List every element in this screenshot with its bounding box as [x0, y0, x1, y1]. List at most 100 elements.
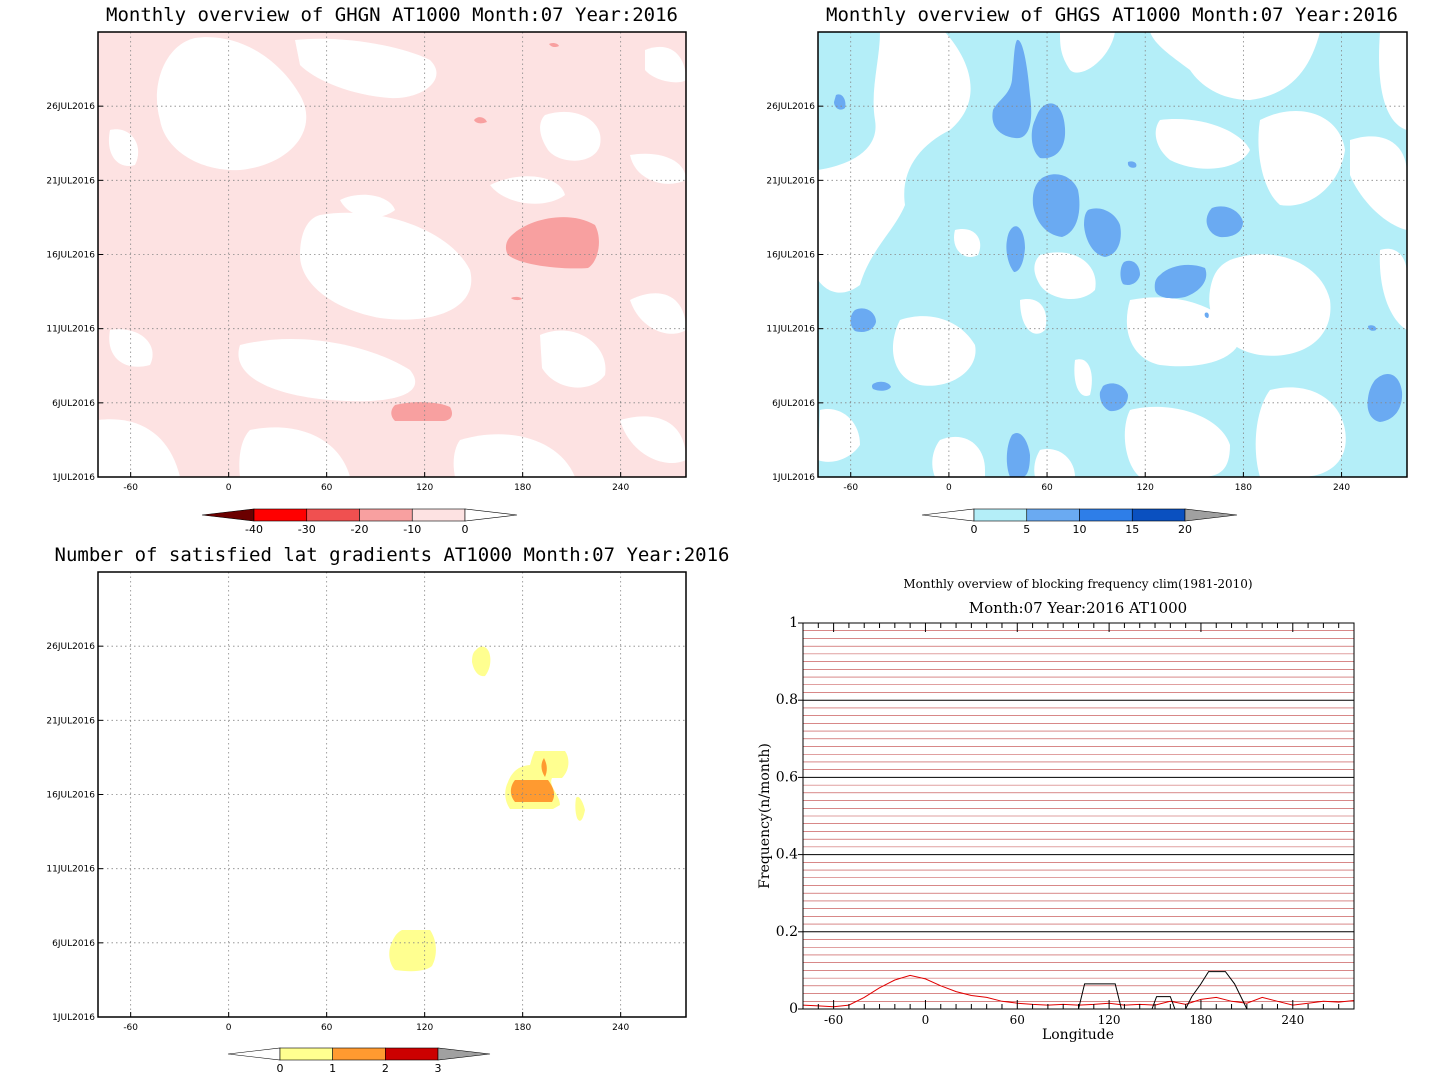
x-tick-label: 180: [514, 483, 531, 493]
ghgs-blue-blob: [1127, 161, 1137, 168]
colorbar-label: 20: [1178, 523, 1192, 536]
ghgn-white-region: [300, 212, 472, 320]
ghgs-white-region: [1255, 387, 1346, 477]
freq-x-tick-label: 180: [1189, 1013, 1212, 1027]
x-tick-label: 0: [226, 483, 232, 493]
freq-x-tick-label: 240: [1281, 1013, 1304, 1027]
ghgs-blue-blob: [1154, 264, 1207, 299]
ghgs-x-axis: -60 0 60 120 180 240: [843, 472, 1350, 493]
ghgs-white-region: [1155, 119, 1250, 169]
y-tick-label: 21JUL2016: [766, 176, 815, 186]
freq-axes: -60 0 60 120 180 240 0 0.2 0.4 0.6 0.8 1: [776, 615, 1355, 1027]
ghgs-white-region: [818, 409, 860, 462]
freq-y-label: Frequency(n/month): [757, 743, 773, 889]
colorbar-box: [253, 508, 308, 522]
ghgn-anomaly-blob: [391, 402, 452, 421]
grad-count-blob: [575, 796, 585, 821]
freq-y-tick-label: 0.2: [776, 924, 798, 940]
colorbar-box: [359, 508, 413, 522]
x-tick-label: 60: [1041, 483, 1053, 493]
grad-y-axis: 1JUL2016 6JUL2016 11JUL2016 16JUL2016 21JUL2…: [46, 642, 103, 1023]
freq-y-tick-label: 0.6: [776, 769, 798, 785]
ghgs-white-region: [1020, 299, 1047, 334]
ghgs-blue-blob: [1204, 312, 1209, 318]
colorbar-high-arrow: [464, 508, 518, 522]
freq-y-tick-label: 0.8: [776, 692, 798, 708]
freq-x-label: Longitude: [1042, 1027, 1114, 1043]
y-tick-label: 6JUL2016: [772, 399, 815, 409]
ghgn-panel: Monthly overview of GHGN AT1000 Month:07…: [46, 4, 687, 536]
freq-title: Month:07 Year:2016 AT1000: [969, 599, 1187, 617]
ghgn-white-region: [239, 427, 350, 477]
ghgn-title: Monthly overview of GHGN AT1000 Month:07…: [106, 4, 678, 26]
ghgn-x-axis: -60 0 60 120 180 240: [123, 472, 630, 493]
ghgs-white-region: [1350, 136, 1407, 230]
ghgs-blue-blob: [1032, 174, 1080, 237]
freq-y-tick-label: 0.4: [776, 847, 798, 863]
ghgs-gridlines: [818, 32, 1407, 477]
colorbar-box: [1026, 508, 1080, 522]
ghgs-white-region: [1124, 406, 1230, 477]
colorbar-label: -10: [403, 523, 421, 536]
ghgs-blue-blob: [1031, 103, 1066, 159]
colorbar-low-arrow: [201, 508, 255, 522]
ghgs-white-region: [1379, 248, 1407, 330]
ghgs-white-region: [1150, 32, 1320, 100]
colorbar-high-arrow: [1184, 508, 1238, 522]
ghgs-white-region: [818, 32, 971, 293]
grad-gridlines: [98, 572, 686, 1017]
ghgs-y-axis: 1JUL2016 6JUL2016 11JUL2016 16JUL2016 21JUL2…: [766, 102, 823, 483]
ghgn-white-region: [490, 176, 565, 204]
ghgs-title: Monthly overview of GHGS AT1000 Month:07…: [826, 4, 1398, 26]
ghgn-white-region: [156, 37, 307, 171]
freq-x-tick-label: 120: [1098, 1013, 1121, 1027]
ghgs-white-region: [932, 436, 985, 477]
colorbar-label: -40: [245, 523, 263, 536]
y-tick-label: 16JUL2016: [46, 791, 95, 801]
freq-suptitle: Monthly overview of blocking frequency c…: [903, 577, 1252, 591]
ghgs-blue-blob: [1099, 383, 1128, 412]
ghgn-anomaly-blob: [474, 117, 487, 124]
ghgn-colorbar: -40 -30 -20 -10 0: [201, 508, 518, 536]
y-tick-label: 16JUL2016: [766, 251, 815, 261]
grad-panel: Number of satisfied lat gradients AT1000…: [46, 544, 729, 1075]
freq-reference-lines: [803, 630, 1354, 1002]
x-tick-label: 60: [321, 483, 333, 493]
colorbar-label: -20: [351, 523, 369, 536]
freq-panel: Monthly overview of blocking frequency c…: [757, 577, 1355, 1043]
ghgs-blue-blob: [850, 308, 876, 332]
freq-x-tick-label: 60: [1010, 1013, 1025, 1027]
colorbar-box: [1131, 508, 1186, 522]
freq-y-tick-label: 0: [789, 1001, 798, 1017]
y-tick-label: 6JUL2016: [52, 399, 95, 409]
ghgn-white-region: [540, 111, 601, 161]
grad-colorbar: 0 1 2 3: [227, 1047, 491, 1075]
colorbar-box: [332, 1047, 386, 1061]
colorbar-label: 3: [435, 1062, 442, 1075]
ghgs-blue-blob: [1206, 206, 1243, 238]
grad-count-blob: [389, 930, 436, 972]
ghgs-white-region: [1074, 359, 1092, 396]
freq-series: [802, 971, 1355, 1010]
ghgn-white-region: [645, 46, 686, 83]
y-tick-label: 1JUL2016: [52, 1013, 95, 1023]
y-tick-label: 1JUL2016: [52, 473, 95, 483]
x-tick-label: 120: [1137, 483, 1154, 493]
colorbar-box: [385, 1047, 439, 1061]
x-tick-label: 60: [321, 1023, 333, 1033]
x-tick-label: 120: [416, 1023, 433, 1033]
ghgn-white-region: [620, 416, 686, 464]
ghgn-white-region: [108, 129, 139, 166]
colorbar-low-arrow: [227, 1047, 281, 1061]
colorbar-low-arrow: [921, 508, 975, 522]
ghgn-anomaly-blob: [505, 217, 599, 269]
ghgs-white-region: [1126, 297, 1240, 367]
ghgs-white-region: [1034, 252, 1096, 300]
x-tick-label: 240: [612, 483, 629, 493]
ghgs-blue-blob: [992, 39, 1032, 139]
y-tick-label: 16JUL2016: [46, 251, 95, 261]
x-tick-label: 180: [1235, 483, 1252, 493]
freq-x-tick-label: -60: [824, 1013, 843, 1027]
x-tick-label: -60: [843, 483, 858, 493]
